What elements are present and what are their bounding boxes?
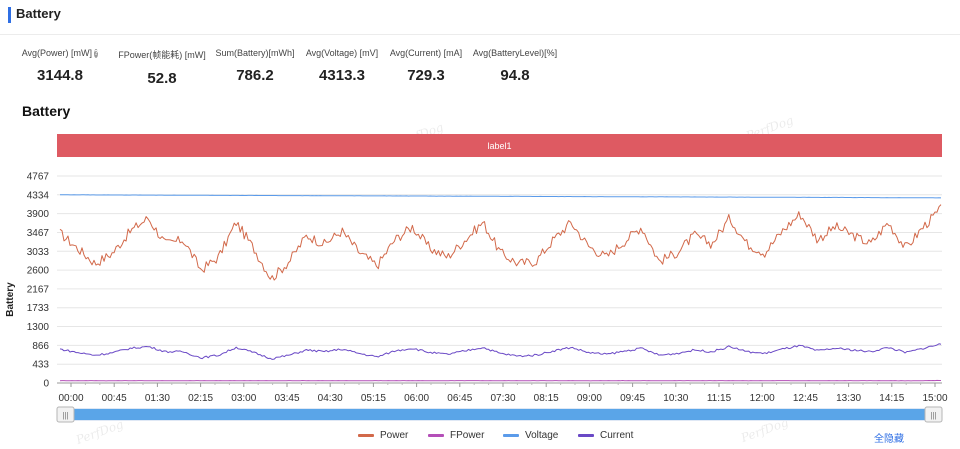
x-tick-label: 13:30: [836, 393, 861, 404]
slider-range: [68, 409, 925, 420]
y-tick-label: 2600: [27, 266, 50, 277]
y-tick-label: 1300: [27, 322, 50, 333]
y-tick-label: 4767: [27, 172, 50, 183]
legend-swatch: [428, 434, 444, 437]
chart-title: Battery: [22, 103, 71, 119]
y-tick-label: 433: [32, 360, 49, 371]
header-accent-bar: [8, 7, 11, 23]
stat-label: Avg(BatteryLevel)[%]: [472, 48, 558, 58]
x-tick-label: 15:00: [922, 393, 947, 404]
x-tick-label: 09:45: [620, 393, 645, 404]
x-tick-label: 14:15: [879, 393, 904, 404]
stat-value: 94.8: [500, 67, 530, 84]
x-tick-label: 06:00: [404, 393, 429, 404]
stat-avg-battery-level: Avg(BatteryLevel)[%] 94.8: [472, 48, 558, 84]
series-line-current: [59, 343, 942, 360]
y-tick-label: 866: [32, 341, 49, 352]
stat-label: Sum(Battery)[mWh]: [215, 48, 295, 58]
hide-all-link[interactable]: 全隐藏: [874, 434, 904, 445]
label-band-text: label1: [487, 141, 511, 151]
legend-label: Voltage: [525, 430, 559, 441]
series-line-power: [59, 204, 942, 281]
slider-handle-right[interactable]: [924, 406, 943, 423]
legend-item-voltage[interactable]: Voltage: [503, 430, 558, 441]
x-tick-label: 12:00: [750, 393, 775, 404]
x-tick-label: 09:00: [577, 393, 602, 404]
help-icon[interactable]: ?: [94, 48, 99, 58]
legend-label: FPower: [450, 430, 485, 441]
stat-value: 4313.3: [319, 67, 365, 84]
y-tick-label: 3033: [27, 247, 50, 258]
legend-item-current[interactable]: Current: [578, 430, 633, 441]
legend-item-power[interactable]: Power: [358, 430, 408, 441]
x-tick-label: 04:30: [318, 393, 343, 404]
x-tick-label: 12:45: [793, 393, 818, 404]
stat-value: 729.3: [407, 67, 445, 84]
legend-swatch: [578, 434, 594, 437]
series-line-voltage: [60, 194, 942, 199]
legend-swatch: [358, 434, 374, 437]
x-tick-label: 08:15: [534, 393, 559, 404]
stat-label: FPower(帧能耗) [mW]: [118, 50, 206, 60]
x-tick-label: 07:30: [490, 393, 515, 404]
stat-avg-power: Avg(Power) [mW]? 3144.8: [21, 48, 99, 84]
slider-handle-left[interactable]: [56, 406, 75, 423]
legend-item-fpower[interactable]: FPower: [428, 430, 484, 441]
y-tick-label: 4334: [27, 190, 50, 201]
stat-sum-battery: Sum(Battery)[mWh] 786.2: [214, 48, 296, 84]
y-tick-label: 0: [43, 379, 49, 390]
x-tick-label: 05:15: [361, 393, 386, 404]
section-title: Battery: [16, 6, 61, 21]
label-band: [57, 134, 942, 157]
y-tick-label: 3467: [27, 228, 50, 239]
x-tick-label: 02:15: [188, 393, 213, 404]
x-tick-label: 03:45: [274, 393, 299, 404]
stat-fpower: FPower(帧能耗) [mW] 52.8: [114, 48, 210, 87]
slider-handle-grip: |||: [62, 411, 68, 420]
x-tick-label: 03:00: [231, 393, 256, 404]
x-tick-label: 00:45: [102, 393, 127, 404]
stat-label: Avg(Power) [mW]: [21, 48, 93, 58]
stat-value: 3144.8: [37, 67, 83, 84]
legend-swatch: [503, 434, 519, 437]
legend-label: Current: [600, 430, 634, 441]
y-tick-label: 3900: [27, 209, 50, 220]
legend-label: Power: [380, 430, 409, 441]
section-header: Battery: [0, 0, 960, 35]
stat-label: Avg(Current) [mA]: [389, 48, 463, 58]
x-tick-label: 00:00: [58, 393, 83, 404]
stat-value: 786.2: [236, 67, 274, 84]
x-tick-label: 11:15: [707, 393, 732, 404]
x-tick-label: 01:30: [145, 393, 170, 404]
stat-label: Avg(Voltage) [mV]: [305, 48, 379, 58]
x-tick-label: 10:30: [663, 393, 688, 404]
y-axis-title: Battery: [5, 282, 16, 317]
series-line-fpower: [59, 379, 941, 382]
stat-avg-current: Avg(Current) [mA] 729.3: [388, 48, 464, 84]
y-tick-label: 2167: [27, 284, 50, 295]
x-tick-label: 06:45: [447, 393, 472, 404]
chart-legend: Power FPower Voltage Current: [0, 430, 960, 446]
slider-handle-grip: |||: [930, 411, 936, 420]
stat-value: 52.8: [147, 70, 177, 87]
stat-avg-voltage: Avg(Voltage) [mV] 4313.3: [304, 48, 380, 84]
y-tick-label: 1733: [27, 303, 50, 314]
